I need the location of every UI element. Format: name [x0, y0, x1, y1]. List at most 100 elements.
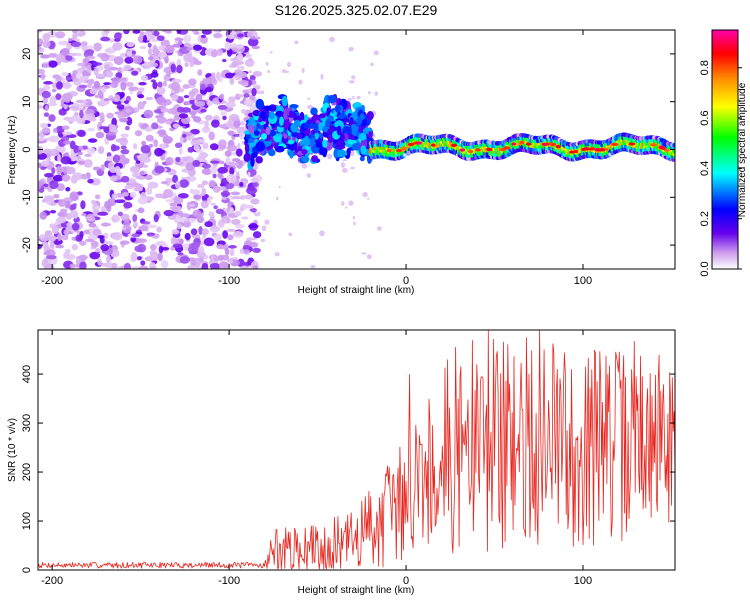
noise-blob — [149, 243, 157, 251]
noise-blob — [201, 163, 212, 169]
transition-blob — [311, 155, 319, 163]
noise-blob — [70, 102, 81, 112]
noise-blob — [244, 194, 254, 200]
noise-blob — [162, 136, 173, 144]
noise-blob — [224, 41, 231, 51]
noise-blob — [99, 126, 109, 130]
noise-blob — [57, 232, 62, 242]
transition-blob — [275, 110, 284, 117]
noise-blob — [114, 32, 122, 41]
noise-speckle — [288, 232, 293, 237]
noise-blob — [236, 65, 242, 69]
noise-blob — [217, 104, 228, 110]
noise-blob — [181, 133, 187, 138]
transition-blob — [274, 145, 285, 153]
noise-blob — [128, 86, 139, 92]
noise-blob — [201, 262, 209, 269]
noise-blob — [182, 84, 190, 89]
noise-blob — [78, 151, 83, 156]
noise-blob — [38, 146, 44, 155]
noise-blob — [90, 199, 96, 205]
noise-blob — [165, 199, 175, 203]
noise-blob — [123, 262, 132, 269]
noise-speckle — [249, 70, 252, 74]
noise-blob — [122, 226, 127, 231]
noise-blob — [63, 229, 69, 236]
noise-blob — [63, 140, 71, 145]
noise-blob — [153, 214, 159, 223]
noise-blob — [56, 154, 62, 163]
noise-speckle — [352, 95, 355, 100]
noise-blob — [70, 204, 77, 210]
figure-title: S126.2025.325.02.07.E29 — [275, 2, 438, 18]
noise-blob — [51, 225, 60, 235]
noise-blob — [165, 98, 172, 105]
noise-blob — [129, 165, 141, 173]
transition-blob — [243, 153, 251, 162]
noise-blob — [219, 174, 224, 180]
noise-speckle — [348, 80, 355, 84]
noise-blob — [119, 112, 126, 118]
noise-blob — [61, 234, 69, 241]
noise-blob — [111, 117, 118, 127]
noise-blob — [83, 229, 90, 235]
noise-speckle — [269, 51, 273, 54]
noise-blob — [213, 32, 223, 39]
noise-speckle — [347, 97, 352, 102]
noise-blob — [94, 248, 101, 253]
noise-blob — [179, 238, 184, 245]
noise-speckle — [351, 75, 356, 80]
spectrogram-x-tick-label: 0 — [403, 275, 409, 287]
noise-speckle — [240, 66, 245, 70]
noise-blob — [157, 81, 163, 88]
noise-blob — [212, 30, 221, 33]
noise-blob — [202, 142, 209, 150]
noise-blob — [198, 152, 209, 159]
noise-speckle — [374, 91, 378, 96]
noise-blob — [111, 145, 120, 151]
transition-blob — [322, 139, 328, 148]
noise-blob — [134, 245, 144, 253]
noise-speckle — [340, 162, 346, 168]
noise-blob — [39, 211, 48, 220]
noise-blob — [147, 34, 156, 40]
noise-blob — [175, 156, 181, 163]
transition-blob — [333, 148, 339, 159]
noise-blob — [249, 104, 257, 112]
noise-blob — [201, 228, 210, 236]
noise-blob — [95, 194, 101, 200]
noise-blob — [113, 94, 121, 102]
noise-blob — [206, 196, 212, 205]
noise-blob — [230, 191, 241, 196]
noise-blob — [220, 254, 230, 261]
noise-blob — [233, 60, 245, 66]
noise-blob — [252, 247, 261, 253]
noise-blob — [93, 80, 101, 89]
signal-hotspot — [417, 141, 422, 145]
noise-blob — [235, 159, 244, 169]
noise-blob — [51, 167, 56, 174]
transition-blob — [358, 132, 367, 141]
signal-hotspot — [650, 143, 658, 147]
transition-blob — [358, 126, 365, 133]
noise-blob — [87, 216, 96, 222]
noise-speckle — [240, 121, 245, 126]
noise-blob — [245, 237, 257, 241]
noise-speckle — [301, 163, 308, 169]
noise-blob — [69, 209, 79, 219]
noise-blob — [201, 180, 209, 186]
colorbar-tick-label: 0.6 — [699, 110, 711, 125]
transition-blob — [274, 135, 282, 143]
noise-blob — [43, 84, 51, 91]
noise-blob — [225, 101, 236, 109]
noise-blob — [38, 183, 42, 190]
noise-blob — [106, 112, 115, 119]
noise-blob — [100, 36, 110, 42]
noise-blob — [226, 228, 236, 232]
noise-blob — [68, 38, 73, 42]
noise-blob — [79, 109, 84, 119]
noise-speckle — [285, 70, 290, 73]
noise-blob — [193, 194, 202, 200]
noise-blob — [185, 47, 193, 51]
noise-speckle — [306, 173, 312, 178]
